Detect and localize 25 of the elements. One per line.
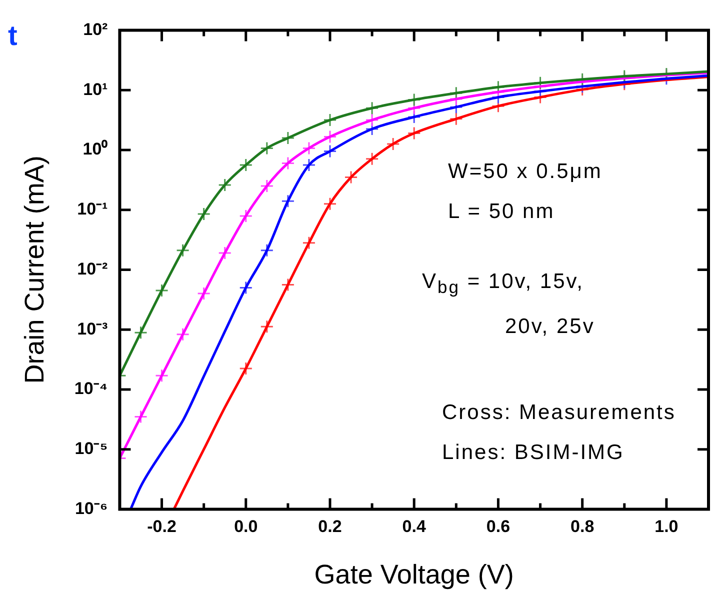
y-axis-title: Drain Current (mA) — [20, 156, 50, 384]
x-tick-label: -0.2 — [147, 517, 176, 536]
y-tick-label: 10² — [83, 20, 108, 39]
x-tick-label: 0.8 — [570, 517, 594, 536]
y-tick-label: 10⁻¹ — [77, 200, 108, 219]
x-tick-label: 1.0 — [654, 517, 678, 536]
x-axis-title: Gate Voltage (V) — [314, 559, 514, 590]
annotation: Lines: BSIM-IMG — [442, 441, 624, 465]
annotation: 20v, 25v — [505, 315, 595, 339]
text: t — [8, 20, 19, 52]
x-tick-label: 0.2 — [318, 517, 342, 536]
y-tick-label: 10⁻² — [77, 259, 108, 278]
y-tick-label: 10⁻⁴ — [74, 379, 108, 398]
y-tick-label: 10⁻⁵ — [74, 439, 108, 458]
annotation: L = 50 nm — [448, 200, 555, 224]
y-tick-label: 10¹ — [83, 80, 108, 99]
x-tick-label: 0.0 — [234, 517, 258, 536]
x-tick-label: 0.6 — [486, 517, 510, 536]
x-tick-label: 0.4 — [402, 517, 426, 536]
annotation: V$_{bg}$ = 10v, 15v, — [422, 270, 584, 298]
annotation: Cross: Measurements — [442, 401, 676, 425]
y-tick-label: 10⁻³ — [77, 319, 108, 338]
y-tick-label: 10⁻⁶ — [74, 498, 108, 518]
annotation: W=50 x 0.5μm — [448, 160, 602, 184]
y-tick-label: 10⁰ — [82, 140, 108, 159]
